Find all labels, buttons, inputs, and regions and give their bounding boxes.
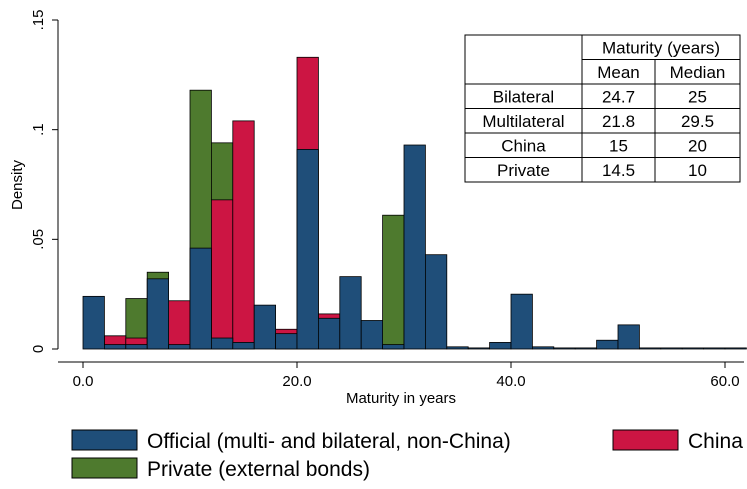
table-cell-mean: 15	[609, 137, 628, 156]
bar-official-23	[575, 348, 596, 349]
legend-label: Official (multi- and bilateral, non-Chin…	[147, 430, 511, 453]
table-cell-median: 10	[688, 161, 707, 180]
bar-china-5	[211, 200, 232, 349]
table-cell-mean: 24.7	[602, 88, 635, 107]
table-cell-mean: 14.5	[602, 161, 635, 180]
bar-official-9	[276, 334, 297, 349]
bar-official-17	[447, 347, 468, 349]
table-row-label: China	[501, 137, 546, 156]
y-tick-label: .05	[30, 229, 47, 250]
x-tick-label: 0.0	[73, 373, 94, 390]
inset-maturity-table: Maturity (years) Mean Median Bilateral 24.7 2…	[465, 35, 740, 182]
x-axis-title: Maturity in years	[346, 390, 456, 407]
legend-label: Private (external bonds)	[147, 458, 370, 481]
bar-official-8	[254, 305, 275, 349]
x-tick-label: 60.0	[710, 373, 739, 390]
bar-official-20	[511, 294, 532, 349]
table-row-label: Bilateral	[493, 88, 554, 107]
bar-china-3	[169, 301, 190, 349]
legend-swatch	[72, 430, 137, 450]
bar-official-18	[468, 348, 489, 349]
bar-official-7	[233, 342, 254, 349]
bar-official-5	[190, 248, 211, 349]
bar-official-19	[490, 342, 511, 349]
bar-official-11	[318, 318, 339, 349]
y-axis-ticks: 0 .05 .1 .15	[30, 10, 58, 354]
y-axis-title: Density	[9, 159, 26, 210]
bar-official-4	[169, 345, 190, 349]
table-column-header: Mean	[597, 63, 640, 82]
table-cell-median: 20	[688, 137, 707, 156]
bar-china-6	[233, 121, 254, 349]
y-tick-label: .15	[30, 10, 47, 31]
bar-official-21	[532, 347, 553, 349]
x-tick-label: 40.0	[496, 373, 525, 390]
table-column-header: Median	[670, 63, 726, 82]
bar-official-14	[383, 345, 404, 349]
table-row-label: Multilateral	[482, 112, 564, 131]
bar-official-6	[211, 338, 232, 349]
legend-swatch	[72, 458, 137, 478]
table-cell-mean: 21.8	[602, 112, 635, 131]
legend: Official (multi- and bilateral, non-Chin…	[72, 430, 743, 481]
bar-official-25	[618, 325, 639, 349]
bar-official-30	[725, 348, 746, 349]
table-cell-median: 25	[688, 88, 707, 107]
bar-official-29	[704, 348, 725, 349]
bar-official-27	[661, 348, 682, 349]
bar-official-0	[83, 296, 104, 349]
bar-private-6	[383, 215, 404, 349]
table-cell-median: 29.5	[681, 112, 714, 131]
bar-official-1	[104, 345, 125, 349]
x-axis-ticks: 0.0 20.0 40.0 60.0	[73, 362, 740, 390]
bar-official-13	[361, 320, 382, 349]
bar-official-10	[297, 149, 318, 349]
bar-official-12	[340, 277, 361, 349]
bar-official-26	[639, 348, 660, 349]
y-tick-label: .1	[30, 123, 47, 136]
bar-official-28	[682, 348, 703, 349]
y-tick-label: 0	[30, 345, 47, 353]
legend-label: China	[688, 430, 743, 453]
bar-official-2	[126, 345, 147, 349]
legend-swatch	[613, 430, 678, 450]
table-row-label: Private	[497, 161, 550, 180]
bar-official-3	[147, 279, 168, 349]
table-header: Maturity (years)	[602, 39, 720, 58]
x-tick-label: 20.0	[282, 373, 311, 390]
bar-official-15	[404, 145, 425, 349]
bar-official-16	[425, 255, 446, 349]
bar-official-22	[554, 348, 575, 349]
bar-official-24	[597, 340, 618, 349]
